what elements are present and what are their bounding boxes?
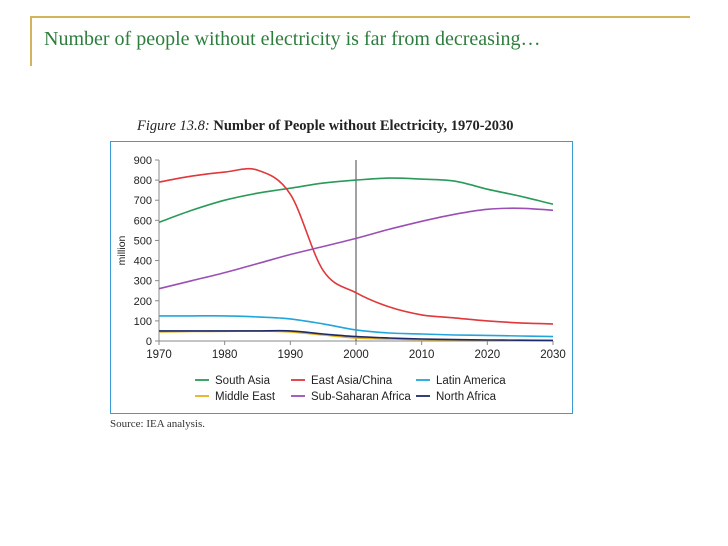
line-chart: 0 100 200 300 400 500 600 700 800 900 1970 1980 1990… — [116, 155, 566, 403]
legend-label-sub-saharan-africa: Sub-Saharan Africa — [311, 391, 411, 403]
x-tick-label: 2000 — [343, 349, 369, 361]
x-tick-label: 1970 — [146, 349, 172, 361]
y-tick-label: 100 — [134, 316, 152, 328]
x-tick-label: 2030 — [540, 349, 566, 361]
y-tick-label: 800 — [134, 175, 152, 187]
figure-number: Figure 13.8: — [137, 118, 210, 134]
slide-top-border — [30, 16, 690, 18]
legend-label-latin-america: Latin America — [436, 375, 506, 387]
chart-frame: 0 100 200 300 400 500 600 700 800 900 1970 1980 1990… — [110, 141, 573, 414]
y-tick-label: 700 — [134, 195, 152, 207]
y-tick-label: 200 — [134, 296, 152, 308]
y-tick-label: 400 — [134, 256, 152, 268]
series-line-sub-saharan-africa — [158, 207, 554, 290]
slide-title: Number of people without electricity is … — [44, 28, 541, 50]
series-line-latin-america — [159, 315, 554, 338]
source-note: Source: IEA analysis. — [110, 418, 206, 430]
series-line-north-africa — [159, 329, 554, 342]
legend-label-middle-east: Middle East — [215, 391, 276, 403]
slide-left-border — [30, 16, 32, 66]
y-tick-label: 0 — [146, 336, 152, 348]
legend-label-north-africa: North Africa — [436, 391, 497, 403]
series-line-south-asia — [158, 177, 554, 224]
y-tick-label: 300 — [134, 276, 152, 288]
figure-caption: Figure 13.8: Number of People without El… — [137, 118, 514, 135]
series-line-east-asia-china — [158, 167, 554, 325]
y-axis-title: million — [116, 235, 128, 265]
x-tick-label: 1990 — [278, 349, 304, 361]
legend-label-south-asia: South Asia — [215, 375, 271, 387]
y-tick-label: 900 — [134, 155, 152, 167]
y-tick-label: 600 — [134, 215, 152, 227]
legend-label-east-asia-china: East Asia/China — [311, 375, 393, 387]
x-tick-label: 2020 — [475, 349, 501, 361]
x-tick-label: 2010 — [409, 349, 435, 361]
y-tick-label: 500 — [134, 235, 152, 247]
x-tick-label: 1980 — [212, 349, 238, 361]
figure-title: Number of People without Electricity, 19… — [213, 118, 514, 134]
